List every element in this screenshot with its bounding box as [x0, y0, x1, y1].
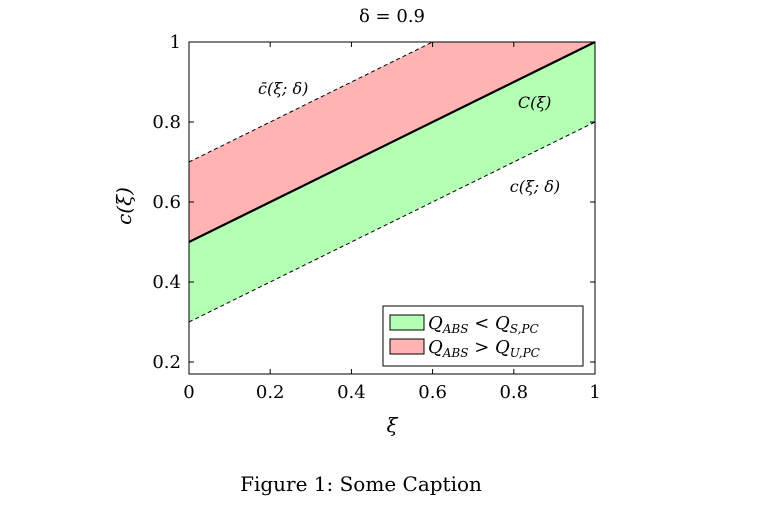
x-tick-label: 0	[183, 382, 194, 403]
annotations-layer: c̄(ξ; δ) C(ξ) c(ξ; δ)	[258, 79, 560, 196]
legend-swatch	[389, 314, 425, 331]
y-tick-label: 1	[170, 32, 181, 53]
line-main	[188, 41, 596, 243]
y-tick-label: 0.2	[152, 352, 181, 373]
legend-swatch	[389, 338, 425, 355]
y-tick-label: 0.6	[152, 192, 181, 213]
x-tick-label: 0.6	[418, 382, 447, 403]
figure-caption: Figure 1: Some Caption	[240, 472, 482, 496]
y-tick-label: 0.8	[152, 112, 181, 133]
x-tick-label: 0.4	[337, 382, 366, 403]
y-tick-label: 0.4	[152, 272, 181, 293]
band-green	[189, 42, 595, 322]
y-axis-label: c(ξ)	[112, 187, 136, 225]
annotation-lower-bound: c(ξ; δ)	[510, 177, 560, 196]
x-tick-label: 0.2	[256, 382, 285, 403]
annotation-upper-bound: c̄(ξ; δ)	[258, 79, 308, 98]
x-tick-label: 0.8	[499, 382, 528, 403]
x-tick-label: 1	[589, 382, 600, 403]
plot-frame	[188, 41, 596, 375]
line-lower-dashed	[188, 121, 596, 323]
chart-title: δ = 0.9	[359, 6, 425, 27]
annotation-main-curve: C(ξ)	[518, 93, 552, 112]
legend-entry: QABS < QS,PC	[428, 313, 539, 336]
x-axis-label: ξ	[386, 413, 398, 437]
ticks-layer: 0 0.2 0.4 0.6 0.8 10.20.40.60.81	[152, 32, 600, 403]
legend-entry: QABS > QU,PC	[428, 337, 540, 360]
